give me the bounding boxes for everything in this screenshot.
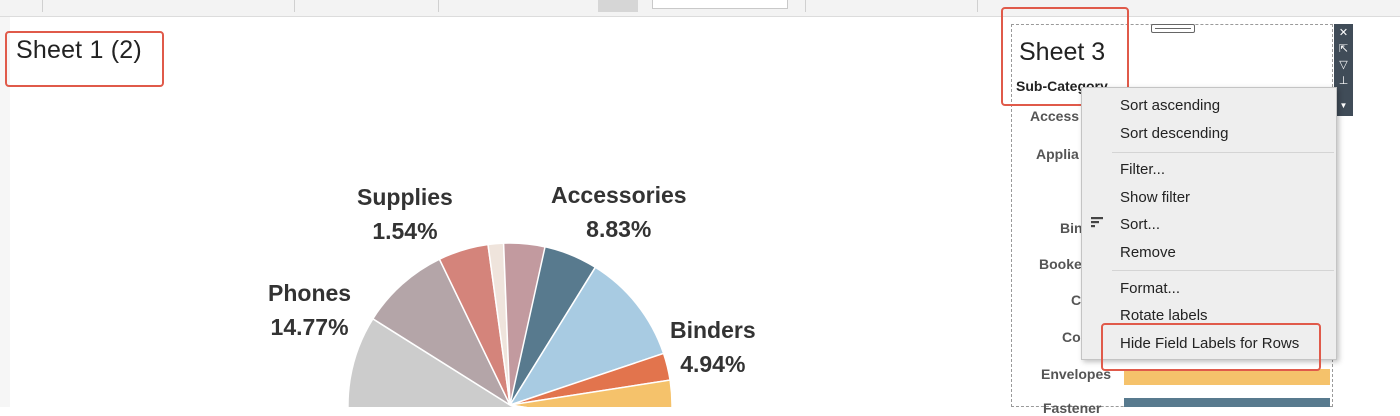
menu-item-show-filter[interactable]: Show filter <box>1120 189 1191 206</box>
pie-slice-phones[interactable] <box>371 258 512 407</box>
pie-label-name: Binders <box>670 317 756 343</box>
menu-separator <box>1112 270 1334 271</box>
pie-slices <box>347 242 673 407</box>
pie-label-pct: 1.54% <box>372 218 438 244</box>
toolbar-separator <box>42 0 43 12</box>
highlight-box-hide-field-labels <box>1101 323 1321 371</box>
sheet1-title[interactable]: Sheet 1 (2) <box>16 36 142 64</box>
pie-slice-hidden-1[interactable] <box>347 317 658 407</box>
menu-item-sort-descending[interactable]: Sort descending <box>1120 125 1229 142</box>
pie-slice-appliances[interactable] <box>508 266 665 407</box>
close-icon[interactable]: ✕ <box>1338 27 1349 39</box>
row-label-binders[interactable]: Bin <box>1060 220 1083 236</box>
context-menu <box>1081 87 1337 360</box>
menu-item-filter[interactable]: Filter... <box>1120 161 1166 178</box>
top-toolbar <box>0 0 1400 17</box>
sort-icon <box>1091 217 1103 228</box>
toolbar-separator <box>438 0 439 12</box>
bar-envelopes[interactable] <box>1124 369 1330 385</box>
toolbar-tab[interactable] <box>598 0 638 12</box>
pie-slice-storage[interactable] <box>502 242 546 406</box>
pie-label-name: Accessories <box>551 182 687 208</box>
row-label-bookcases[interactable]: Booke <box>1039 256 1082 272</box>
highlight-box-sheet1-title <box>5 31 164 87</box>
row-label-accessories[interactable]: Access <box>1030 108 1080 124</box>
toolbar-separator <box>294 0 295 12</box>
row-label-appliances[interactable]: Applia <box>1036 146 1079 162</box>
pie-slice-binders[interactable] <box>509 379 673 407</box>
highlight-box-sheet3-title <box>1001 7 1129 106</box>
pie-label-phones: Phones 14.77% <box>268 276 351 344</box>
sheet3-title[interactable]: Sheet 3 <box>1019 38 1106 66</box>
dropdown-arrow-icon[interactable]: ▼ <box>1339 101 1348 110</box>
row-label-copiers[interactable]: Co <box>1062 329 1081 345</box>
pin-icon[interactable]: ⊥ <box>1338 75 1349 87</box>
toolbar-separator <box>977 0 978 12</box>
pie-label-pct: 14.77% <box>270 314 349 340</box>
toolbar-separator <box>805 0 806 12</box>
pie-chart <box>347 242 673 407</box>
row-label-chairs[interactable]: C <box>1071 292 1082 308</box>
pie-label-pct: 4.94% <box>680 351 746 377</box>
menu-item-rotate-labels[interactable]: Rotate labels <box>1120 307 1208 324</box>
pie-label-binders: Binders 4.94% <box>670 313 756 381</box>
row-label-envelopes[interactable]: Envelopes <box>1041 366 1112 382</box>
menu-item-format[interactable]: Format... <box>1120 280 1181 297</box>
pie-label-name: Phones <box>268 280 352 306</box>
menu-item-sort-ascending[interactable]: Sort ascending <box>1120 97 1221 114</box>
bar-fasteners[interactable] <box>1124 398 1330 407</box>
pie-label-pct: 8.83% <box>586 216 652 242</box>
drag-handle[interactable] <box>1151 24 1195 33</box>
row-label-fasteners[interactable]: Fastener <box>1043 400 1102 416</box>
filter-icon[interactable]: ▽ <box>1339 59 1348 71</box>
menu-item-hide-field-labels-for-rows[interactable]: Hide Field Labels for Rows <box>1120 335 1300 352</box>
canvas-gutter <box>0 17 10 407</box>
menu-item-remove[interactable]: Remove <box>1120 244 1176 261</box>
popout-icon[interactable]: ⇱ <box>1338 43 1349 55</box>
zone-toolstrip <box>1334 24 1353 116</box>
pie-label-supplies: Supplies 1.54% <box>357 180 453 248</box>
pie-label-name: Supplies <box>357 184 453 210</box>
toolbar-field[interactable] <box>652 0 788 9</box>
menu-separator <box>1112 152 1334 153</box>
pie-label-accessories: Accessories 8.83% <box>551 178 687 246</box>
menu-item-sort[interactable]: Sort... <box>1120 216 1161 233</box>
